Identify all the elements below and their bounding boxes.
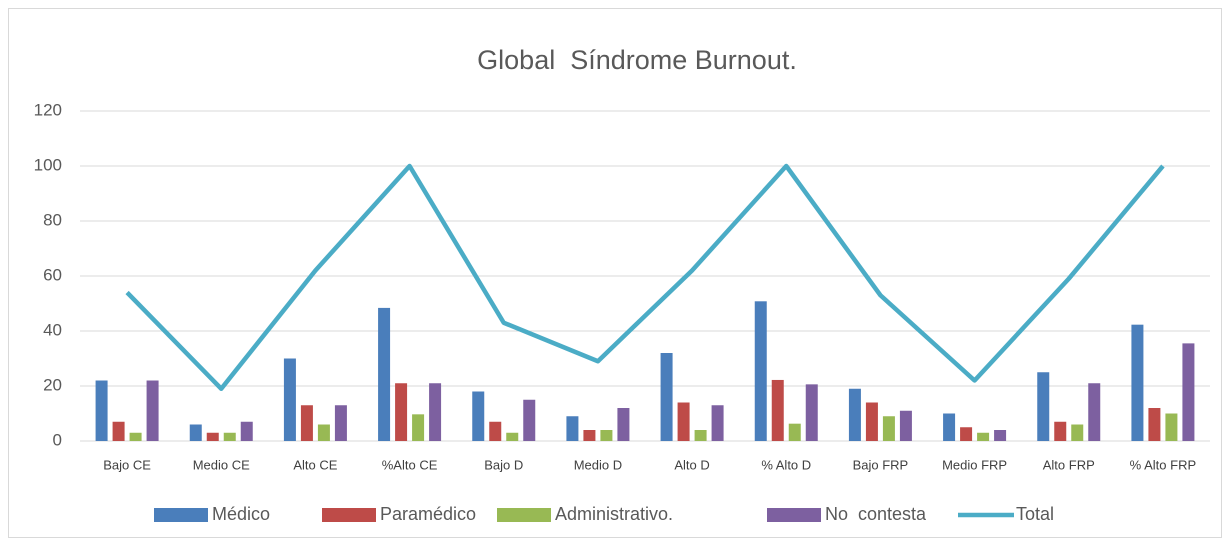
legend-swatch — [154, 508, 208, 522]
bar — [660, 353, 673, 441]
bar — [334, 405, 347, 441]
bar — [129, 432, 142, 441]
y-tick-label: 20 — [43, 375, 62, 394]
bar — [1071, 424, 1084, 441]
x-tick-label: Alto D — [674, 457, 709, 472]
y-tick-label: 60 — [43, 265, 62, 284]
bar — [848, 388, 861, 441]
x-tick-label: %Alto CE — [382, 457, 438, 472]
bar — [506, 432, 519, 441]
y-tick-label: 0 — [53, 430, 62, 449]
bar — [882, 416, 895, 441]
y-tick-label: 80 — [43, 210, 62, 229]
bar — [146, 380, 159, 441]
bar — [1182, 343, 1195, 441]
x-tick-label: Bajo CE — [103, 457, 151, 472]
bar — [412, 414, 425, 441]
bar — [95, 380, 108, 441]
legend-label: No contesta — [825, 504, 927, 524]
y-tick-label: 100 — [34, 155, 62, 174]
x-tick-label: Medio CE — [193, 457, 250, 472]
legend-swatch — [767, 508, 821, 522]
bar — [300, 405, 313, 441]
bar — [899, 410, 912, 441]
bar — [600, 430, 613, 441]
legend-label: Médico — [212, 504, 270, 524]
legend-label: Paramédico — [380, 504, 476, 524]
bar — [960, 427, 973, 441]
bar — [523, 399, 536, 441]
x-tick-label: Medio D — [574, 457, 622, 472]
legend-swatch — [497, 508, 551, 522]
bar — [754, 301, 767, 441]
bar — [617, 408, 630, 441]
bar — [583, 430, 596, 441]
bar — [865, 402, 878, 441]
bar — [1054, 421, 1067, 441]
bar — [206, 432, 219, 441]
bar — [943, 413, 956, 441]
bar — [1088, 383, 1101, 441]
x-tick-label: Bajo D — [484, 457, 523, 472]
y-tick-label: 120 — [34, 100, 62, 119]
x-tick-label: Alto FRP — [1043, 457, 1095, 472]
x-tick-label: % Alto FRP — [1130, 457, 1196, 472]
bar — [189, 424, 202, 441]
bar — [1165, 413, 1178, 441]
bar — [317, 424, 330, 441]
bar — [240, 421, 253, 441]
bar — [283, 358, 296, 441]
bar — [1131, 324, 1144, 441]
bar — [788, 423, 801, 441]
bar — [112, 421, 125, 441]
legend-label: Administrativo. — [555, 504, 673, 524]
bar — [711, 405, 724, 441]
bar — [566, 416, 579, 441]
legend-swatch — [322, 508, 376, 522]
bar — [1148, 408, 1161, 441]
legend-label: Total — [1016, 504, 1054, 524]
chart-title: Global Síndrome Burnout. — [477, 45, 797, 75]
bar — [771, 379, 784, 441]
y-tick-label: 40 — [43, 320, 62, 339]
bar — [489, 421, 502, 441]
bar — [1037, 372, 1050, 441]
bar — [694, 430, 707, 441]
line — [125, 163, 1165, 391]
chart-border — [8, 8, 1222, 538]
bar — [429, 383, 442, 441]
x-tick-label: Alto CE — [293, 457, 337, 472]
x-tick-label: Medio FRP — [942, 457, 1007, 472]
bar — [395, 383, 408, 441]
bar — [677, 402, 690, 441]
x-tick-label: % Alto D — [761, 457, 811, 472]
bar — [994, 430, 1007, 441]
x-tick-label: Bajo FRP — [853, 457, 909, 472]
bar — [378, 307, 391, 441]
bar — [805, 384, 818, 441]
bar — [223, 432, 236, 441]
bar — [977, 432, 990, 441]
bar — [472, 391, 485, 441]
